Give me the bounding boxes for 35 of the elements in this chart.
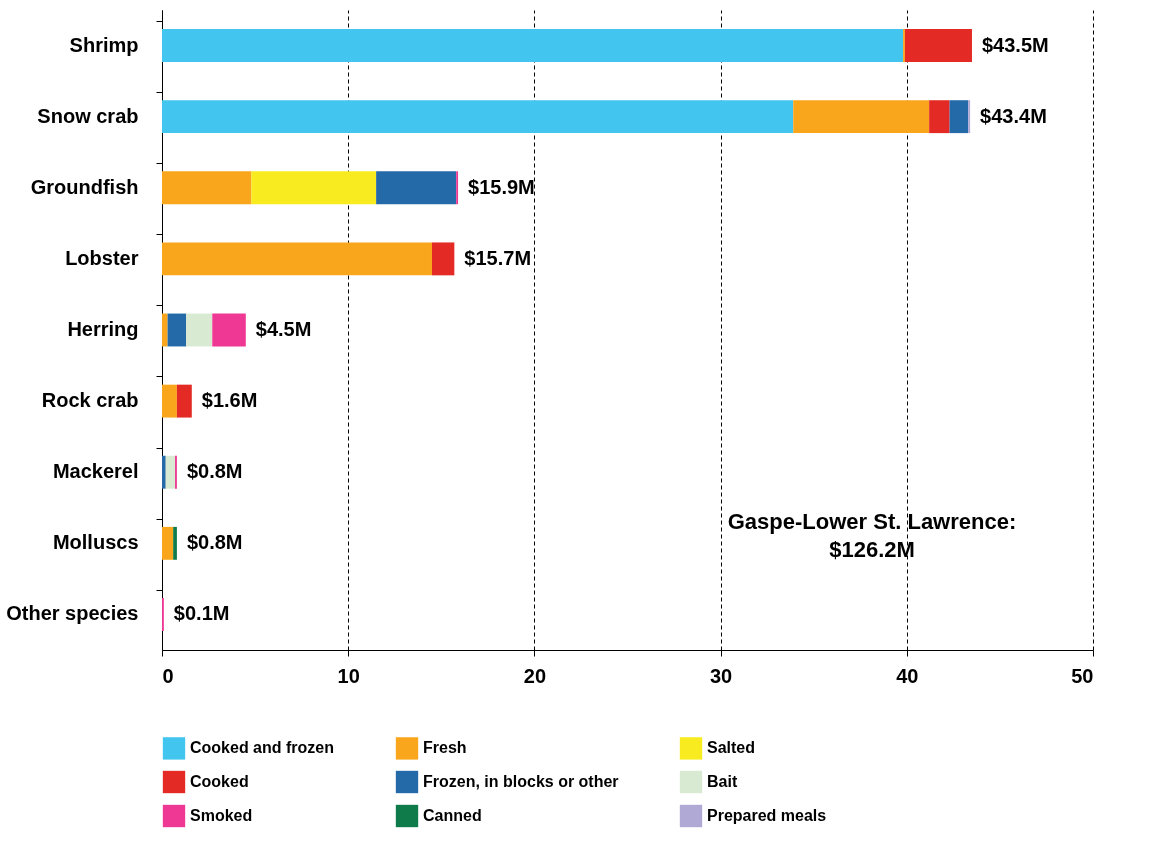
legend-label: Bait [707,773,738,790]
x-tick-label: 40 [896,664,919,687]
x-tick-label: 50 [1071,664,1094,687]
legend-label: Fresh [423,739,467,757]
x-tick-label: 20 [523,664,547,687]
annotation: $126.2M [829,537,915,562]
legend-label: Cooked [190,773,249,790]
legend-label: Prepared meals [707,807,827,824]
total-label: $43.4M [980,104,1047,127]
legend-label: Cooked and frozen [190,739,335,757]
total-label: $1.6M [201,389,258,412]
y-tick-label: Other species [6,602,139,625]
legend-label: Canned [423,807,482,824]
total-label: $0.8M [186,460,243,483]
x-tick-label: 0 [162,664,174,687]
total-label: $4.5M [255,318,312,340]
legend-label: Salted [707,739,756,757]
total-label: $43.5M [981,33,1049,56]
total-label: $15.7M [464,246,532,269]
annotation: Gaspe-Lower St. Lawrence: [727,509,1017,534]
x-tick-label: 30 [709,664,733,687]
y-tick-label: Groundfish [30,175,139,198]
total-label: $0.1M [173,602,230,625]
y-tick-label: Shrimp [69,33,139,56]
y-tick-label: Molluscs [52,531,139,554]
legend-label: Smoked [190,807,253,824]
y-tick-label: Snow crab [37,104,139,127]
y-tick-label: Lobster [65,246,139,269]
y-tick-label: Herring [67,318,139,340]
legend-label: Frozen, in blocks or other [423,773,619,790]
y-tick-label: Mackerel [52,460,139,483]
y-tick-label: Rock crab [41,389,139,412]
total-label: $15.9M [468,175,535,198]
x-tick-label: 10 [337,664,360,687]
total-label: $0.8M [186,531,243,554]
